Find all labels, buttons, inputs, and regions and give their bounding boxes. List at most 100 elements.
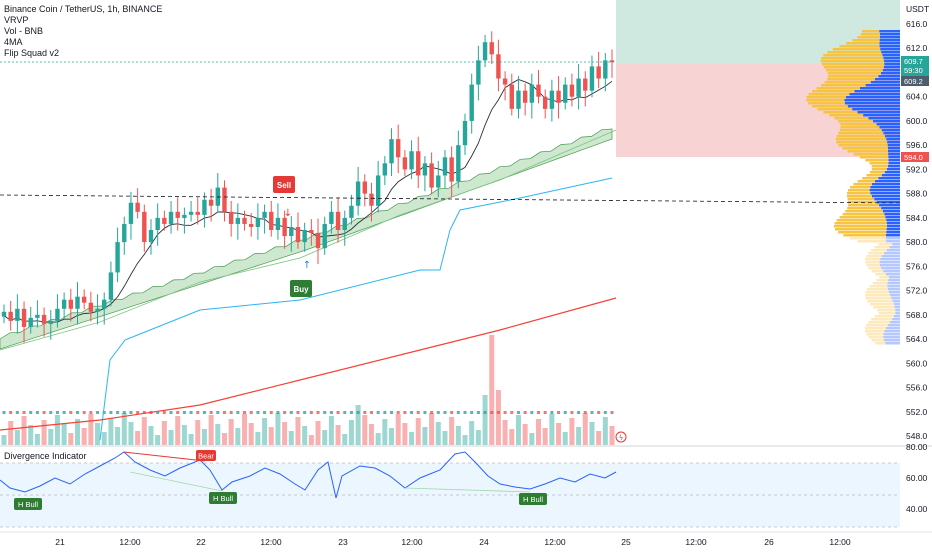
signal-dot bbox=[597, 411, 601, 414]
vp-bar-down bbox=[879, 33, 900, 36]
vp-bar-down bbox=[886, 228, 900, 231]
vp-bar-down bbox=[881, 129, 900, 132]
price-tick: 612.0 bbox=[906, 43, 928, 53]
candle-body bbox=[589, 66, 595, 91]
volume-bar bbox=[556, 423, 562, 445]
vp-bar-up bbox=[820, 84, 866, 87]
vp-bar-down bbox=[847, 105, 900, 108]
time-tick: 24 bbox=[479, 537, 489, 547]
price-tick: 556.0 bbox=[906, 383, 928, 393]
signal-dot bbox=[303, 411, 307, 414]
volume-bar bbox=[1, 435, 7, 445]
candle-body bbox=[462, 120, 468, 146]
vp-bar-up bbox=[872, 282, 888, 285]
vp-bar-up bbox=[878, 312, 896, 315]
h-bull-signal-2[interactable]: H Bull bbox=[129, 471, 237, 504]
indicator-flip-squad[interactable]: Flip Squad v2 bbox=[4, 48, 60, 58]
vp-bar-up bbox=[868, 267, 882, 270]
volume-bars bbox=[1, 335, 615, 445]
volume-bar bbox=[415, 418, 421, 445]
ma-line bbox=[0, 297, 617, 431]
volume-bar bbox=[402, 423, 408, 445]
time-tick: 12:00 bbox=[685, 537, 707, 547]
candle-body bbox=[222, 187, 227, 212]
h-bull-signal-1[interactable]: H Bull bbox=[14, 498, 42, 510]
candle-body bbox=[102, 299, 107, 309]
candle-body bbox=[208, 199, 214, 206]
h-bull-signal-3[interactable]: H Bull bbox=[404, 487, 547, 505]
vp-bar-up bbox=[840, 126, 880, 129]
volume-bar bbox=[562, 432, 568, 445]
candle-body bbox=[429, 163, 434, 188]
vp-bar-down bbox=[883, 132, 900, 135]
vp-bar-up bbox=[865, 258, 881, 261]
vp-bar-up bbox=[865, 297, 892, 300]
vp-bar-down bbox=[888, 291, 900, 294]
vp-bar-up bbox=[848, 204, 880, 207]
indicator-volume[interactable]: Vol - BNB bbox=[4, 26, 44, 36]
volume-bar bbox=[175, 416, 181, 445]
volume-bar bbox=[322, 430, 328, 445]
candle-body bbox=[456, 145, 461, 182]
candle-body bbox=[603, 60, 608, 79]
vp-bar-down bbox=[888, 156, 900, 159]
candle-body bbox=[522, 90, 528, 103]
vp-bar-up bbox=[869, 162, 889, 165]
buy-signal[interactable]: ↑ Buy bbox=[290, 260, 312, 297]
candle-body bbox=[309, 230, 314, 234]
vp-bar-up bbox=[865, 294, 891, 297]
indicator-4ma[interactable]: 4MA bbox=[4, 37, 23, 47]
vp-bar-up bbox=[868, 321, 890, 324]
alert-icon[interactable]: ϟ bbox=[615, 431, 627, 443]
time-tick: 12:00 bbox=[829, 537, 851, 547]
vp-bar-up bbox=[866, 255, 882, 258]
volume-bar bbox=[195, 420, 201, 445]
vp-bar-down bbox=[885, 342, 900, 345]
candle-body bbox=[35, 314, 40, 318]
symbol-title[interactable]: Binance Coin / TetherUS, 1h, BINANCE bbox=[4, 4, 163, 14]
vp-bar-down bbox=[870, 81, 900, 84]
vp-bar-down bbox=[878, 75, 900, 78]
vp-bar-up bbox=[839, 45, 880, 48]
indicator-vrvp[interactable]: VRVP bbox=[4, 15, 29, 25]
vp-bar-down bbox=[868, 117, 900, 120]
vp-bar-up bbox=[823, 66, 884, 69]
vp-bar-down bbox=[883, 336, 900, 339]
sell-signal[interactable]: Sell ↓ bbox=[273, 176, 295, 219]
dashed-level-line[interactable] bbox=[0, 194, 901, 204]
vp-bar-up bbox=[875, 273, 887, 276]
vp-bar-down bbox=[845, 96, 900, 99]
signal-dot bbox=[483, 411, 487, 414]
volume-bar bbox=[489, 335, 495, 445]
time-tick: 23 bbox=[338, 537, 348, 547]
chart-legend[interactable]: Binance Coin / TetherUS, 1h, BINANCE VRV… bbox=[4, 4, 162, 59]
vp-bar-up bbox=[833, 225, 887, 228]
vp-bar-down bbox=[885, 234, 900, 237]
h-bull-label-2: H Bull bbox=[213, 494, 233, 503]
vp-bar-down bbox=[886, 219, 900, 222]
bear-signal[interactable]: Bear bbox=[123, 450, 216, 462]
vp-bar-up bbox=[838, 144, 888, 147]
signal-dot bbox=[2, 411, 6, 414]
candle-body bbox=[21, 308, 27, 327]
divergence-title[interactable]: Divergence Indicator bbox=[4, 451, 87, 461]
candle-body bbox=[416, 151, 421, 176]
time-axis-ticks[interactable]: 21 12:00 22 12:00 23 12:00 24 12:00 25 12:00 26 12:… bbox=[55, 537, 851, 547]
vp-bar-up bbox=[870, 249, 887, 252]
volume-bar bbox=[268, 427, 274, 445]
volume-bar bbox=[262, 418, 268, 445]
vp-bar-up bbox=[859, 156, 889, 159]
signal-dot bbox=[22, 411, 26, 414]
volume-bar bbox=[596, 431, 602, 445]
ma-line bbox=[99, 177, 613, 441]
volume-bar bbox=[582, 413, 588, 445]
vp-bar-up bbox=[835, 228, 887, 231]
volume-bar bbox=[569, 418, 575, 445]
price-tick: 548.0 bbox=[906, 431, 928, 441]
volume-bar bbox=[28, 425, 34, 445]
vp-bar-up bbox=[871, 270, 884, 273]
volume-bar bbox=[188, 434, 194, 445]
vp-bar-up bbox=[850, 186, 871, 189]
